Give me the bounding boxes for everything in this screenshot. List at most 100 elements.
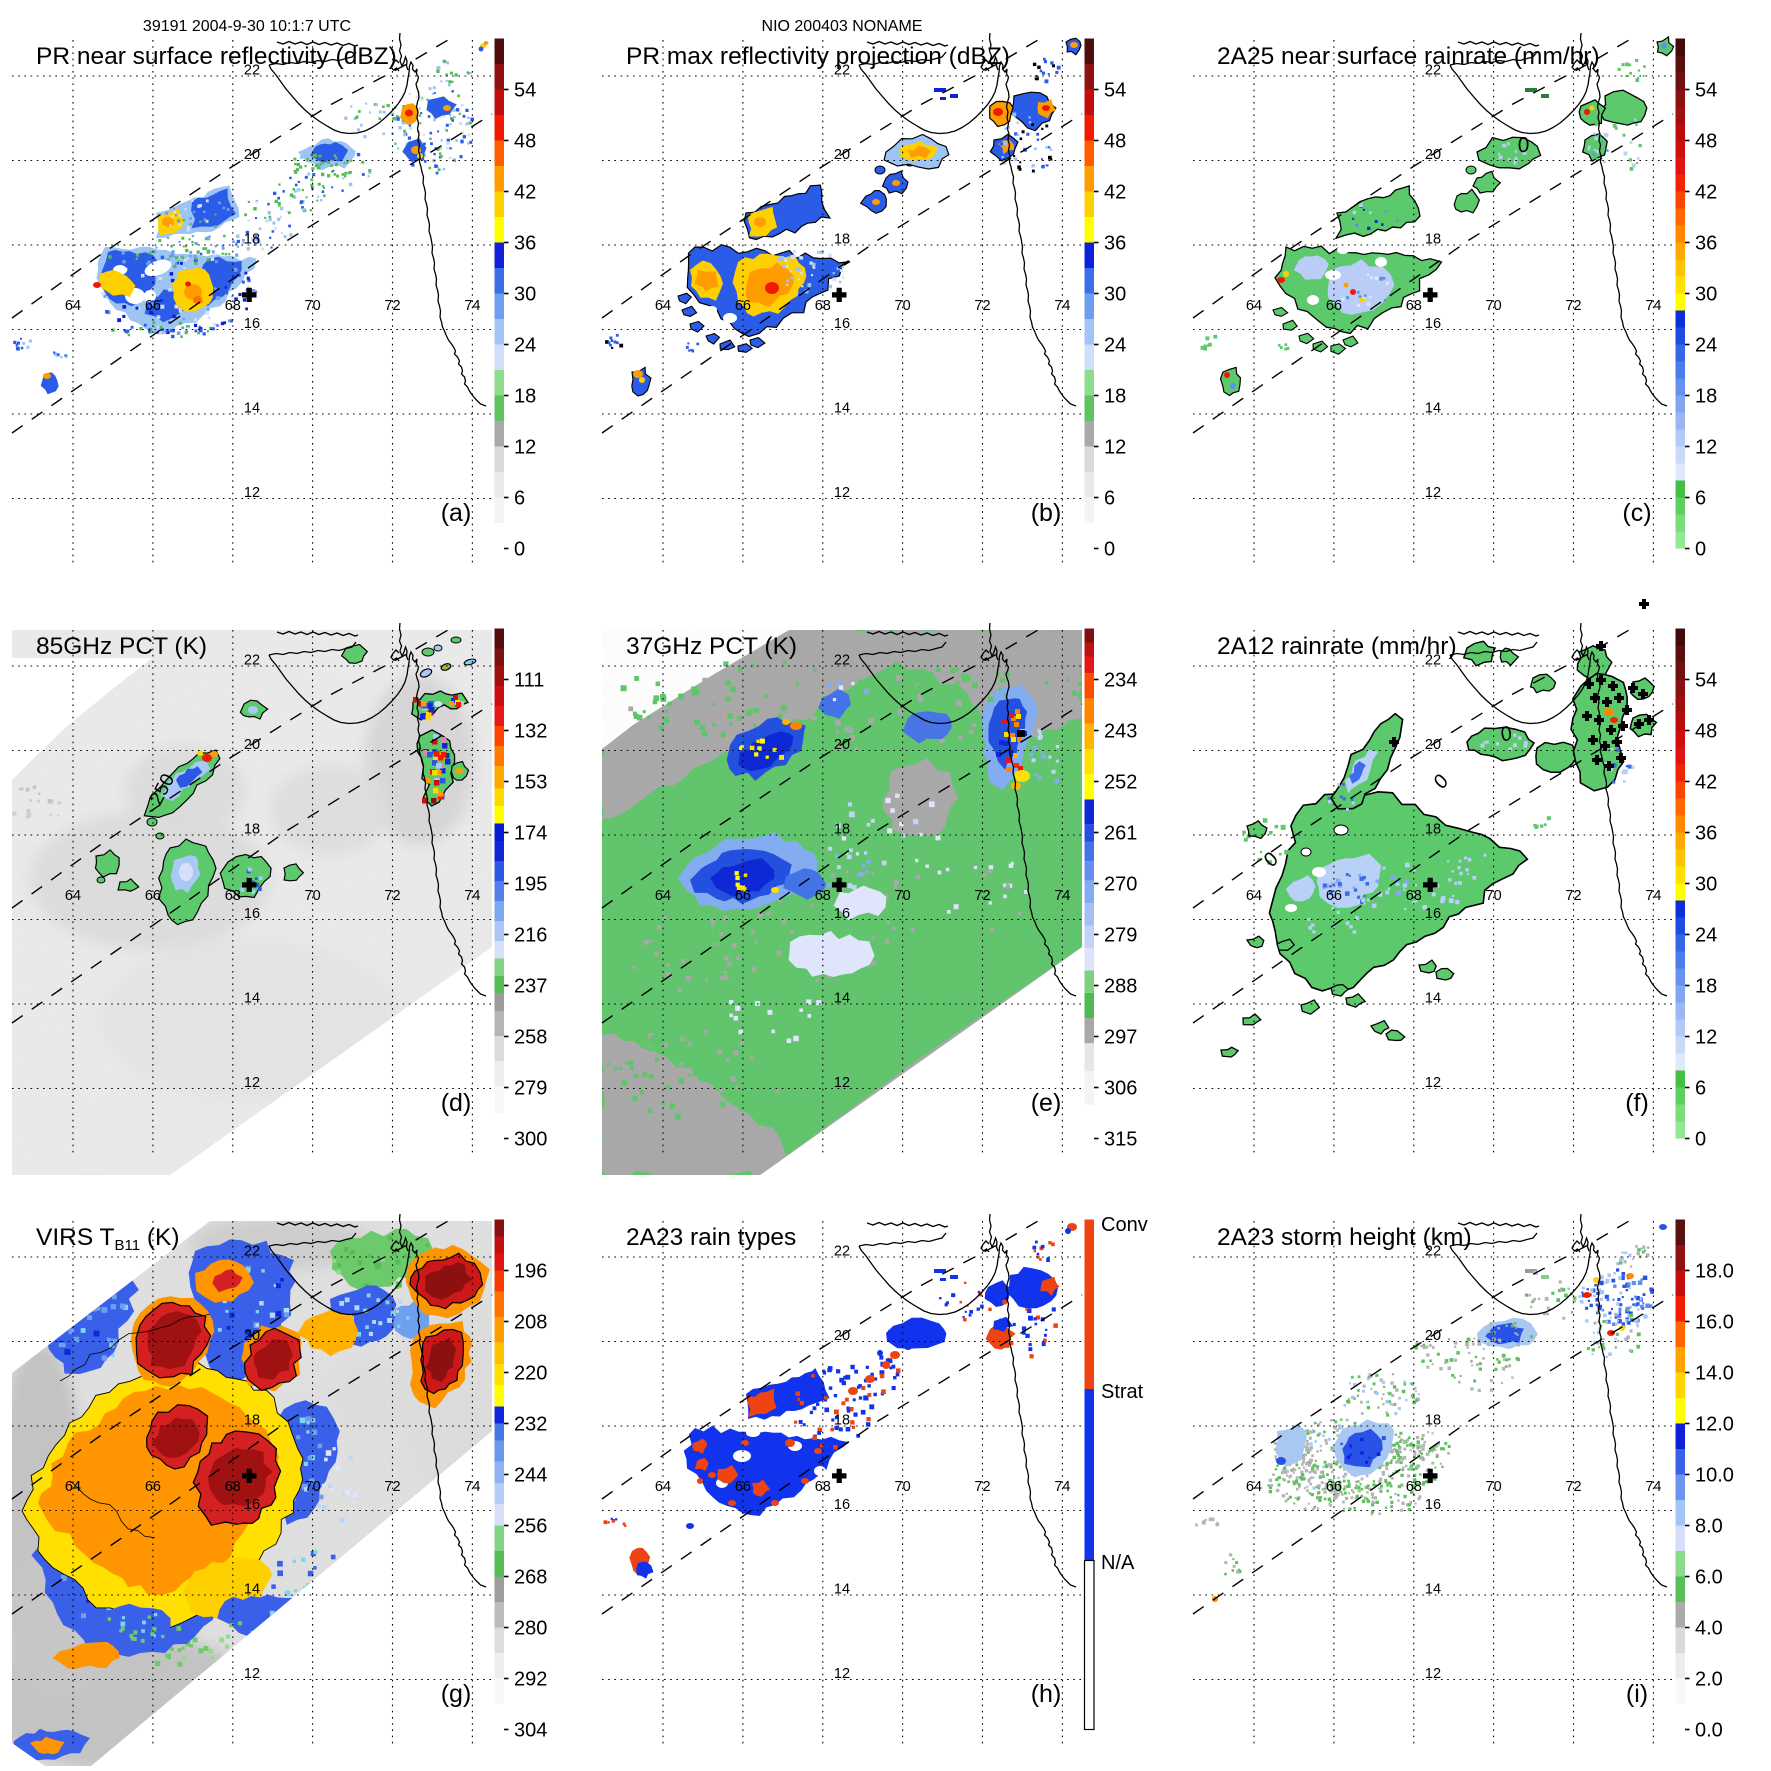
svg-text:237: 237 xyxy=(514,976,547,998)
svg-text:24: 24 xyxy=(514,335,536,357)
svg-text:(d): (d) xyxy=(441,1089,472,1117)
svg-text:(f): (f) xyxy=(1625,1089,1649,1117)
svg-text:24: 24 xyxy=(1695,335,1717,357)
svg-text:258: 258 xyxy=(514,1027,547,1049)
svg-text:252: 252 xyxy=(1104,772,1137,794)
svg-text:48: 48 xyxy=(1695,131,1717,153)
svg-text:270: 270 xyxy=(1104,874,1137,896)
svg-text:234: 234 xyxy=(1104,670,1137,692)
svg-text:261: 261 xyxy=(1104,823,1137,845)
svg-text:216: 216 xyxy=(514,925,547,947)
svg-text:232: 232 xyxy=(514,1414,547,1436)
svg-text:12: 12 xyxy=(1695,1027,1717,1049)
svg-text:PR max reflectivity projection: PR max reflectivity projection (dBZ) xyxy=(626,43,1010,70)
svg-text:2A25 near surface rainrate (mm: 2A25 near surface rainrate (mm/hr) xyxy=(1217,43,1600,70)
svg-text:6.0: 6.0 xyxy=(1695,1567,1723,1589)
svg-text:12.0: 12.0 xyxy=(1695,1414,1734,1436)
svg-text:0: 0 xyxy=(1695,539,1706,561)
svg-text:N/A: N/A xyxy=(1101,1552,1135,1574)
svg-text:(g): (g) xyxy=(441,1680,472,1708)
svg-text:132: 132 xyxy=(514,721,547,743)
svg-text:292: 292 xyxy=(514,1669,547,1691)
svg-text:VIRS TB11 (K): VIRS TB11 (K) xyxy=(36,1224,180,1254)
svg-text:10.0: 10.0 xyxy=(1695,1465,1734,1487)
svg-text:279: 279 xyxy=(514,1078,547,1100)
svg-text:(e): (e) xyxy=(1031,1089,1062,1117)
svg-text:2A12 rainrate (mm/hr): 2A12 rainrate (mm/hr) xyxy=(1217,633,1457,660)
svg-text:288: 288 xyxy=(1104,976,1137,998)
svg-text:0: 0 xyxy=(1104,539,1115,561)
svg-text:12: 12 xyxy=(514,437,536,459)
svg-text:24: 24 xyxy=(1695,925,1717,947)
svg-text:153: 153 xyxy=(514,772,547,794)
svg-text:6: 6 xyxy=(514,488,525,510)
svg-text:8.0: 8.0 xyxy=(1695,1516,1723,1538)
svg-text:2A23 storm height (km): 2A23 storm height (km) xyxy=(1217,1224,1472,1251)
svg-text:54: 54 xyxy=(1104,80,1126,102)
svg-text:Conv: Conv xyxy=(1101,1214,1148,1236)
svg-text:300: 300 xyxy=(514,1129,547,1151)
svg-text:18: 18 xyxy=(1695,386,1717,408)
svg-text:174: 174 xyxy=(514,823,547,845)
svg-text:0.0: 0.0 xyxy=(1695,1720,1723,1742)
svg-text:12: 12 xyxy=(1695,437,1717,459)
svg-text:(a): (a) xyxy=(441,499,472,527)
svg-text:243: 243 xyxy=(1104,721,1137,743)
svg-text:16.0: 16.0 xyxy=(1695,1312,1734,1334)
svg-text:(h): (h) xyxy=(1031,1680,1062,1708)
svg-text:0: 0 xyxy=(1429,771,1453,793)
svg-text:(i): (i) xyxy=(1626,1680,1648,1708)
svg-text:297: 297 xyxy=(1104,1027,1137,1049)
svg-text:54: 54 xyxy=(514,80,536,102)
svg-text:256: 256 xyxy=(514,1516,547,1538)
svg-text:4.0: 4.0 xyxy=(1695,1618,1723,1640)
svg-text:0: 0 xyxy=(1515,133,1532,158)
svg-text:24: 24 xyxy=(1104,335,1126,357)
svg-text:18: 18 xyxy=(1695,976,1717,998)
svg-text:37GHz PCT (K): 37GHz PCT (K) xyxy=(626,633,797,660)
svg-text:0: 0 xyxy=(1695,1129,1706,1151)
svg-text:12: 12 xyxy=(1104,437,1126,459)
svg-text:18: 18 xyxy=(1104,386,1126,408)
svg-text:36: 36 xyxy=(1104,233,1126,255)
svg-text:2.0: 2.0 xyxy=(1695,1669,1723,1691)
svg-text:42: 42 xyxy=(1695,182,1717,204)
svg-text:30: 30 xyxy=(1695,284,1717,306)
svg-text:18: 18 xyxy=(514,386,536,408)
svg-text:30: 30 xyxy=(514,284,536,306)
svg-text:195: 195 xyxy=(514,874,547,896)
svg-text:14.0: 14.0 xyxy=(1695,1363,1734,1385)
svg-text:0: 0 xyxy=(514,539,525,561)
svg-text:85GHz PCT (K): 85GHz PCT (K) xyxy=(36,633,207,660)
svg-text:279: 279 xyxy=(1104,925,1137,947)
svg-text:48: 48 xyxy=(1104,131,1126,153)
svg-text:30: 30 xyxy=(1695,874,1717,896)
svg-text:6: 6 xyxy=(1104,488,1115,510)
svg-text:(b): (b) xyxy=(1031,499,1062,527)
svg-text:280: 280 xyxy=(514,1618,547,1640)
svg-text:306: 306 xyxy=(1104,1078,1137,1100)
svg-text:54: 54 xyxy=(1695,80,1717,102)
svg-text:48: 48 xyxy=(514,131,536,153)
svg-text:6: 6 xyxy=(1695,1078,1706,1100)
svg-text:42: 42 xyxy=(1695,772,1717,794)
svg-text:220: 220 xyxy=(514,1363,547,1385)
svg-text:48: 48 xyxy=(1695,721,1717,743)
svg-text:304: 304 xyxy=(514,1720,547,1742)
svg-text:315: 315 xyxy=(1104,1129,1137,1151)
svg-text:42: 42 xyxy=(1104,182,1126,204)
svg-text:111: 111 xyxy=(514,670,544,692)
svg-text:30: 30 xyxy=(1104,284,1126,306)
svg-text:2A23 rain types: 2A23 rain types xyxy=(626,1224,796,1251)
svg-text:18.0: 18.0 xyxy=(1695,1261,1734,1283)
svg-text:208: 208 xyxy=(514,1312,547,1334)
svg-text:(c): (c) xyxy=(1622,499,1651,527)
svg-text:36: 36 xyxy=(514,233,536,255)
svg-text:244: 244 xyxy=(514,1465,547,1487)
svg-text:PR near surface reflectivity (: PR near surface reflectivity (dBZ) xyxy=(36,43,397,70)
svg-text:36: 36 xyxy=(1695,233,1717,255)
svg-text:36: 36 xyxy=(1695,823,1717,845)
svg-text:Strat: Strat xyxy=(1101,1381,1144,1403)
svg-text:196: 196 xyxy=(514,1261,547,1283)
svg-text:42: 42 xyxy=(514,182,536,204)
